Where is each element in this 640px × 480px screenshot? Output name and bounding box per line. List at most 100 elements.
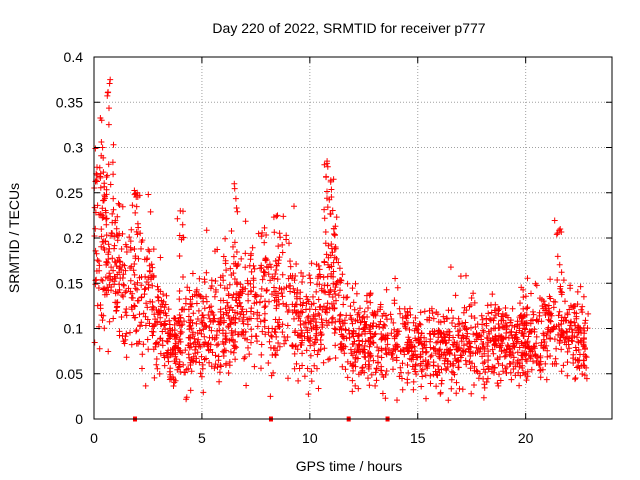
data-point bbox=[93, 250, 100, 257]
data-point bbox=[404, 348, 411, 355]
data-point bbox=[153, 306, 160, 313]
data-point bbox=[110, 315, 117, 322]
data-point bbox=[187, 387, 194, 394]
data-point bbox=[511, 324, 518, 330]
data-point bbox=[440, 330, 447, 337]
data-point bbox=[465, 346, 472, 353]
data-point bbox=[259, 328, 266, 335]
data-point bbox=[570, 351, 577, 358]
data-point bbox=[222, 257, 229, 264]
data-point bbox=[527, 320, 534, 327]
data-point bbox=[147, 208, 154, 215]
data-point bbox=[470, 290, 477, 297]
data-point bbox=[305, 337, 312, 344]
data-point bbox=[260, 268, 267, 275]
data-point bbox=[305, 313, 312, 320]
data-point bbox=[252, 333, 259, 340]
data-point bbox=[261, 317, 268, 324]
data-point bbox=[236, 316, 243, 322]
data-point bbox=[110, 171, 117, 178]
data-point bbox=[287, 263, 294, 270]
data-point bbox=[255, 230, 262, 237]
data-point bbox=[246, 351, 253, 358]
data-point bbox=[484, 343, 491, 350]
data-point bbox=[212, 278, 219, 284]
data-point bbox=[105, 121, 112, 128]
data-point bbox=[247, 280, 254, 287]
data-point bbox=[405, 345, 412, 352]
data-point bbox=[261, 304, 268, 311]
data-point bbox=[138, 274, 145, 280]
data-point bbox=[180, 234, 187, 241]
data-point bbox=[366, 292, 373, 299]
data-point bbox=[384, 341, 391, 348]
data-point bbox=[424, 365, 431, 372]
data-point bbox=[344, 280, 351, 287]
data-point bbox=[491, 369, 497, 376]
data-point bbox=[545, 302, 552, 309]
data-point bbox=[580, 324, 587, 331]
data-point bbox=[328, 245, 335, 252]
data-point bbox=[373, 323, 380, 329]
data-point bbox=[468, 324, 474, 331]
data-point bbox=[176, 358, 183, 365]
data-point bbox=[176, 312, 183, 318]
data-point bbox=[198, 330, 205, 337]
data-point bbox=[147, 298, 154, 305]
data-point bbox=[515, 369, 522, 376]
data-point bbox=[482, 369, 489, 376]
data-point bbox=[223, 267, 230, 274]
data-point bbox=[379, 313, 386, 319]
data-point bbox=[460, 309, 467, 316]
data-point bbox=[276, 343, 283, 350]
data-point bbox=[161, 304, 168, 311]
data-point bbox=[101, 183, 108, 190]
data-point bbox=[462, 357, 469, 364]
data-point bbox=[451, 339, 458, 346]
data-point bbox=[458, 352, 465, 359]
data-point bbox=[307, 279, 314, 286]
data-point bbox=[97, 173, 104, 180]
data-point bbox=[363, 298, 370, 305]
data-point bbox=[349, 352, 356, 359]
data-point bbox=[114, 213, 121, 220]
data-point bbox=[293, 301, 300, 308]
data-point bbox=[130, 267, 137, 274]
data-point bbox=[229, 294, 236, 301]
data-point bbox=[210, 317, 217, 324]
data-point bbox=[188, 368, 195, 375]
data-point bbox=[232, 260, 239, 267]
data-point bbox=[435, 366, 442, 373]
data-point bbox=[430, 331, 437, 338]
data-point bbox=[190, 310, 197, 317]
data-point bbox=[492, 312, 499, 319]
data-point bbox=[213, 334, 220, 341]
data-point bbox=[258, 365, 264, 372]
data-point bbox=[328, 186, 335, 193]
data-point bbox=[216, 378, 223, 385]
data-point bbox=[573, 313, 580, 320]
data-point bbox=[127, 277, 134, 284]
data-point bbox=[133, 327, 140, 334]
data-point bbox=[99, 214, 106, 221]
data-point bbox=[186, 334, 193, 341]
data-point bbox=[101, 192, 108, 199]
data-point bbox=[291, 315, 297, 322]
data-point bbox=[154, 293, 161, 300]
data-point bbox=[209, 309, 216, 316]
data-point bbox=[108, 264, 115, 271]
data-point bbox=[280, 213, 287, 220]
data-point bbox=[257, 318, 264, 325]
data-point bbox=[98, 233, 105, 240]
data-point bbox=[250, 277, 257, 284]
data-point bbox=[331, 305, 338, 311]
data-point bbox=[103, 221, 110, 228]
data-point bbox=[522, 356, 529, 363]
data-point bbox=[405, 339, 412, 346]
data-point bbox=[463, 325, 470, 332]
data-point bbox=[361, 318, 368, 325]
data-point bbox=[332, 342, 339, 349]
data-point bbox=[187, 340, 194, 347]
data-point bbox=[455, 332, 462, 339]
data-point bbox=[264, 287, 270, 293]
